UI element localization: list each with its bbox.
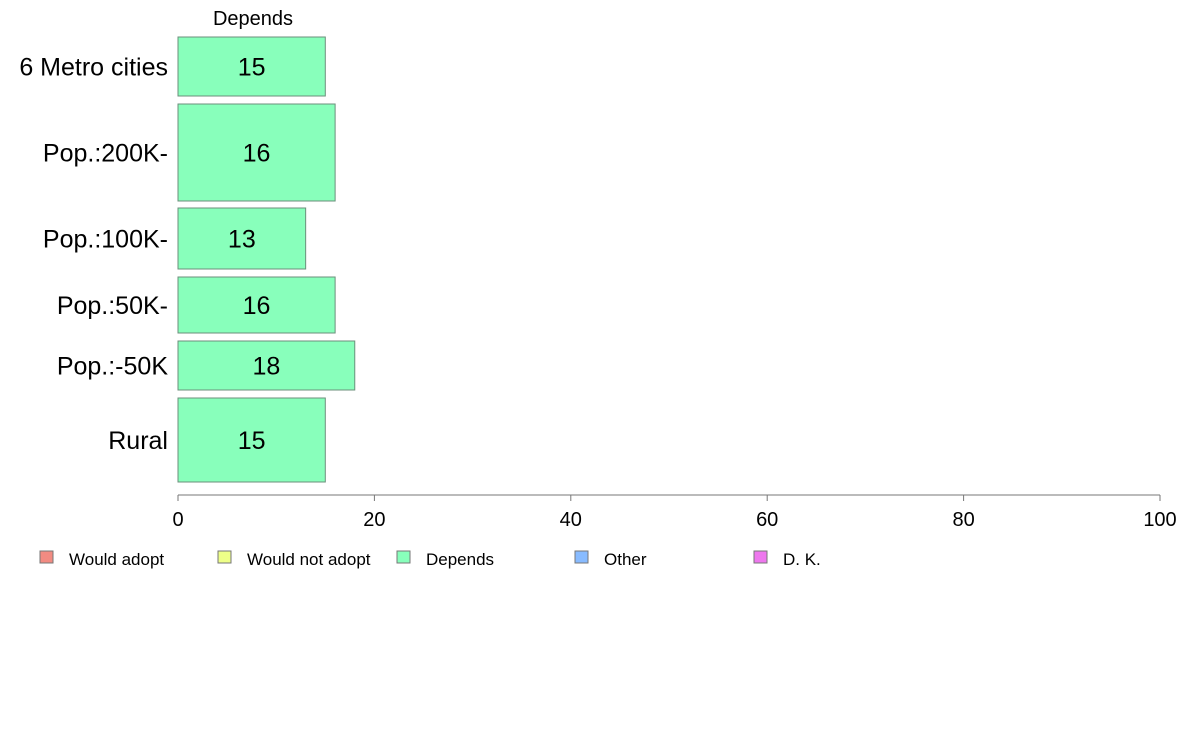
legend-swatch <box>574 550 589 564</box>
bar <box>177 276 336 334</box>
x-tick-label: 20 <box>363 509 385 531</box>
category-label: Rural <box>108 427 168 455</box>
legend-swatch <box>217 550 232 564</box>
bar-value-label: 13 <box>228 226 256 254</box>
legend-label: Would not adopt <box>247 550 371 569</box>
series-title: Depends <box>213 8 293 30</box>
x-tick-label: 80 <box>952 509 974 531</box>
category-label: Pop.:50K- <box>57 292 168 320</box>
category-label: Pop.:100K- <box>43 226 168 254</box>
x-tick-label: 60 <box>756 509 778 531</box>
x-tick-label: 40 <box>560 509 582 531</box>
legend-swatch <box>396 550 411 564</box>
bar <box>177 340 356 391</box>
bar <box>177 103 336 202</box>
legend-label: Depends <box>426 550 494 569</box>
x-tick-label: 100 <box>1143 509 1176 531</box>
legend-swatch <box>753 550 768 564</box>
legend-swatch <box>39 550 54 564</box>
category-label: Pop.:-50K <box>57 353 169 381</box>
category-label: Pop.:200K- <box>43 140 168 168</box>
bar-value-label: 16 <box>243 140 271 168</box>
category-label: 6 Metro cities <box>19 54 168 82</box>
bar-value-label: 16 <box>243 292 271 320</box>
bar <box>177 36 326 97</box>
legend-label: Would adopt <box>69 550 164 569</box>
bar <box>177 397 326 483</box>
legend-label: D. K. <box>783 550 821 569</box>
bar-value-label: 18 <box>252 353 280 381</box>
bar <box>177 207 307 270</box>
bar-value-label: 15 <box>238 54 266 82</box>
bar-value-label: 15 <box>238 427 266 455</box>
legend-label: Other <box>604 550 647 569</box>
x-tick-label: 0 <box>172 509 183 531</box>
